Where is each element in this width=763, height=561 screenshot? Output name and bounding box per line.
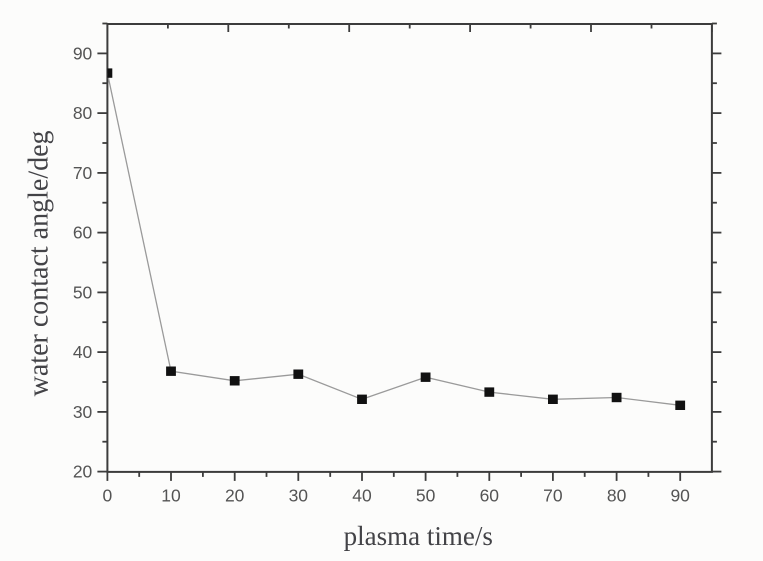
svg-text:plasma time/s: plasma time/s: [344, 521, 493, 551]
svg-text:30: 30: [73, 402, 93, 422]
svg-text:80: 80: [73, 103, 93, 123]
svg-text:0: 0: [103, 485, 113, 505]
svg-text:90: 90: [73, 44, 93, 64]
svg-text:10: 10: [161, 485, 181, 505]
svg-text:20: 20: [73, 462, 93, 482]
svg-text:30: 30: [289, 485, 309, 505]
svg-text:60: 60: [73, 223, 93, 243]
svg-text:20: 20: [225, 485, 245, 505]
svg-text:40: 40: [73, 342, 93, 362]
svg-text:water contact angle/deg: water contact angle/deg: [24, 130, 55, 396]
svg-text:60: 60: [480, 485, 500, 505]
svg-text:80: 80: [607, 485, 627, 505]
svg-text:70: 70: [73, 163, 93, 183]
svg-text:40: 40: [352, 485, 372, 505]
svg-text:70: 70: [543, 485, 563, 505]
svg-text:50: 50: [73, 283, 93, 303]
svg-text:50: 50: [416, 485, 436, 505]
svg-text:90: 90: [670, 485, 690, 505]
